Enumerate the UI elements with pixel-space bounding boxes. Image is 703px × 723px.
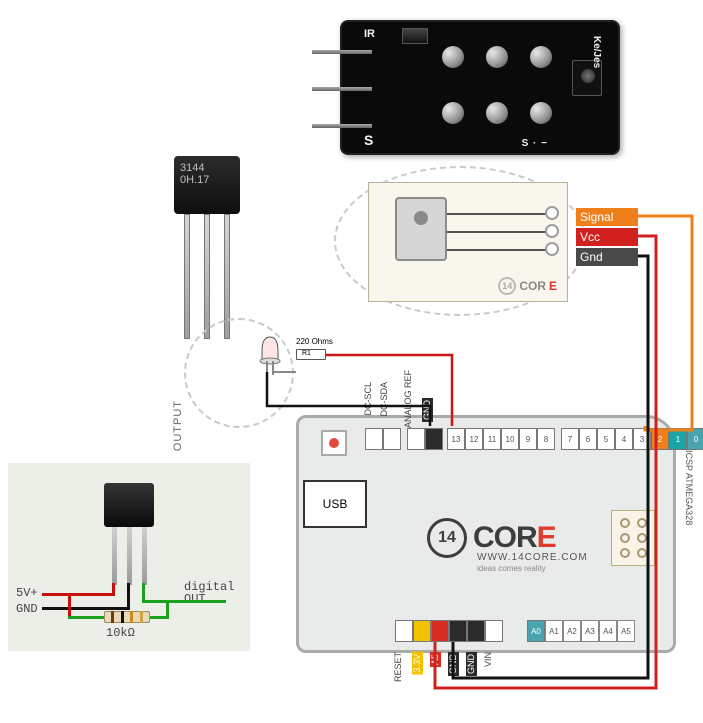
resistor-r1 — [296, 349, 326, 360]
lbl-analog-ref: ANALOG REF — [404, 370, 413, 428]
pinout-wire-5v-v — [112, 583, 115, 596]
header-top-left-B — [407, 428, 443, 450]
pin-d13: 13 — [447, 428, 465, 450]
pinout-wire-gnd-h — [42, 607, 130, 610]
lbl-dc-scl: DC-SCL — [364, 382, 373, 416]
pin-3.3v — [413, 620, 431, 642]
pin-d5: 5 — [597, 428, 615, 450]
header-analog-bottom: A0A1A2A3A4A5 — [527, 620, 635, 642]
ky003-ir-label: IR — [364, 28, 375, 40]
pin-d0: 0 — [687, 428, 703, 450]
pin-gnd — [449, 620, 467, 642]
label-vcc: Vcc — [576, 228, 638, 246]
breakout-pad-vcc — [545, 224, 559, 238]
pinout-wire-5v-h — [42, 593, 115, 596]
breakout-brand: 14 CORE — [498, 277, 557, 295]
pinout-wire-res-up — [166, 600, 169, 619]
pin-a2: A2 — [563, 620, 581, 642]
header-digital-top: 131211109876543210 — [447, 428, 703, 450]
pin-a1: A1 — [545, 620, 563, 642]
ky003-solder-back — [442, 102, 552, 124]
pin-a4: A4 — [599, 620, 617, 642]
lbl-3.3v: 3.3V — [412, 652, 423, 675]
indicator-led — [258, 335, 282, 369]
pin-a5 — [431, 620, 449, 642]
pinout-gnd-label: GND — [16, 603, 38, 615]
breakout-lead-signal — [447, 213, 547, 215]
pinout-wire-5v-drop — [68, 593, 71, 617]
pin-d4: 4 — [615, 428, 633, 450]
lbl-vin: VIN — [484, 652, 493, 667]
breakout-sensor-body — [395, 197, 447, 261]
pinout-leg-out — [142, 527, 147, 585]
pin-d10: 10 — [501, 428, 519, 450]
pin-a3: A3 — [581, 620, 599, 642]
lbl-reset: RESET — [394, 652, 403, 682]
pin-d11: 11 — [483, 428, 501, 450]
board-url: WWW.14CORE.COM — [477, 552, 588, 563]
breakout-sensor-dot — [414, 211, 428, 225]
ky003-header-pins — [312, 50, 342, 128]
pin-a5: A5 — [617, 620, 635, 642]
lbl-dc-sda: DC-SDA — [380, 382, 389, 417]
header-top-left-A — [365, 428, 401, 450]
reset-button[interactable] — [321, 430, 347, 456]
pin-d8: 8 — [537, 428, 555, 450]
breakout-pad-gnd — [545, 242, 559, 256]
ky003-vendor-label: Ke/Jes — [591, 36, 602, 68]
ky003-s-label: S — [364, 132, 373, 148]
ky003-smd-resistor — [402, 28, 428, 44]
pinout-wire-res-left — [68, 616, 104, 619]
pinout-wire-gnd-v — [127, 583, 130, 610]
pinout-sensor-body — [104, 483, 154, 527]
wire-signal-to-d2 — [638, 216, 692, 430]
lbl-gnd: GND — [448, 652, 459, 676]
pin-d12: 12 — [465, 428, 483, 450]
pin-gnd — [467, 620, 485, 642]
lbl-gnd: GND — [466, 652, 477, 676]
breakout-lead-vcc — [447, 231, 547, 233]
arduino-uno-board: USB 131211109876543210 A0A1A2A3A4A5 14 C… — [296, 415, 676, 653]
pin-d2: 2 — [651, 428, 669, 450]
label-gnd: Gnd — [576, 248, 638, 266]
board-tagline: ideas comes reality — [477, 564, 545, 573]
header-power-bottom — [395, 620, 503, 642]
pin-d1: 1 — [669, 428, 687, 450]
hall-3144-body: 3144 0H.17 — [174, 156, 240, 214]
pin-d3: 3 — [633, 428, 651, 450]
label-signal: Signal — [576, 208, 638, 226]
pin-reset — [395, 620, 413, 642]
hall-3144-leg-1 — [184, 214, 190, 339]
pinout-wire-out-h — [142, 600, 226, 603]
hall-3144-leg-2 — [204, 214, 210, 339]
lbl-gnd-top: GND — [422, 398, 433, 422]
ky003-silk-bottom: S · − — [522, 138, 548, 149]
breakout-lead-gnd — [447, 249, 547, 251]
pin-a0: A0 — [527, 620, 545, 642]
pin-d7: 7 — [561, 428, 579, 450]
lbl-a5: A5 — [430, 652, 441, 667]
pinout-leg-gnd — [127, 527, 132, 585]
hall-3144-marking-1: 3144 — [180, 162, 234, 174]
resistor-r1-value: 220 Ohms — [296, 337, 333, 346]
pinout-leg-vcc — [112, 527, 117, 585]
pinout-res-label: 10kΩ — [106, 627, 135, 639]
breakout-pad-signal — [545, 206, 559, 220]
pin-d9: 9 — [519, 428, 537, 450]
pinout-5v-label: 5V+ — [16, 587, 38, 599]
resistor-r1-designator: R1 — [302, 350, 311, 357]
pin-vin — [485, 620, 503, 642]
pinout-resistor-10k — [104, 611, 150, 623]
usb-port: USB — [303, 480, 367, 528]
icsp-header — [611, 510, 655, 566]
ky003-hall-module: S IR S · − Ke/Jes — [340, 20, 620, 155]
output-label: OUTPUT — [172, 400, 184, 451]
ky003-solder-front — [442, 46, 552, 68]
hall-3144-marking-2: 0H.17 — [180, 174, 234, 186]
pin-d6: 6 — [579, 428, 597, 450]
hall-pinout-panel: 5V+ GND digital OUT 10kΩ — [8, 463, 250, 651]
lbl-icsp: ICSP ATMEGA328 — [684, 450, 694, 525]
hall-breakout-board: 14 CORE — [368, 182, 568, 302]
